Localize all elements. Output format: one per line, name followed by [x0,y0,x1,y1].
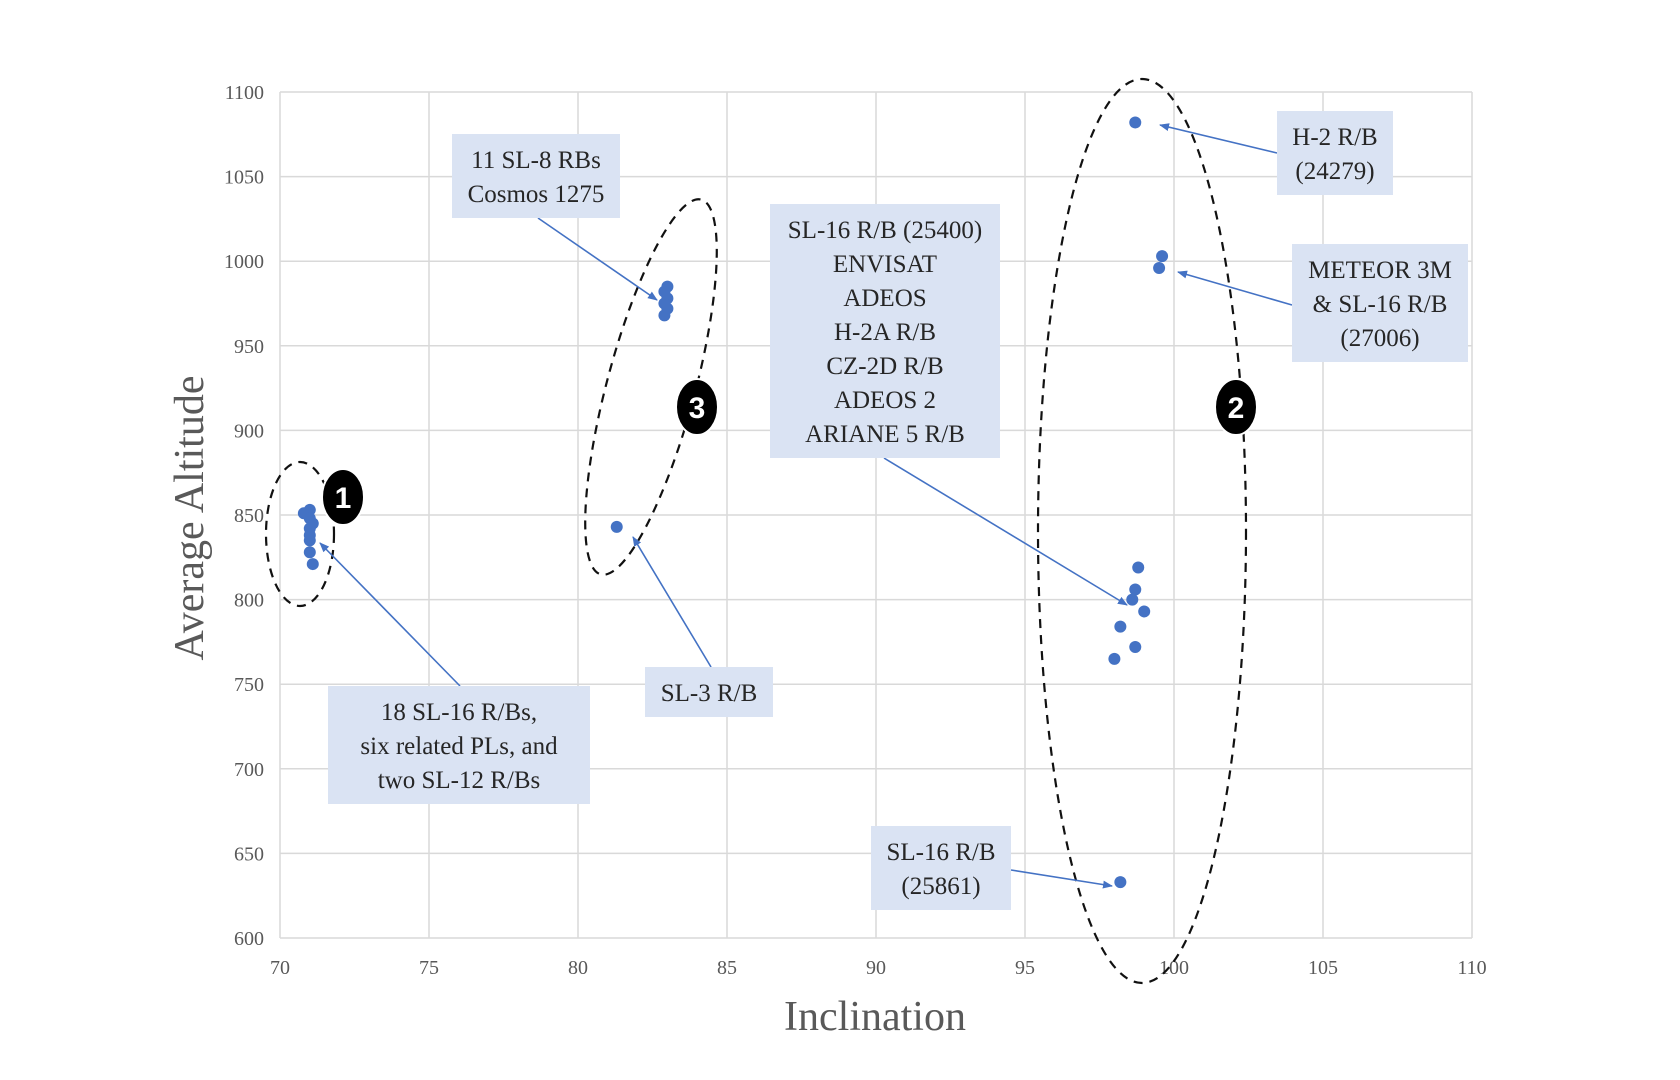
annotation-box: SL-16 R/B (25400) ENVISAT ADEOS H-2A R/B CZ-… [770,204,1000,458]
data-point [1114,620,1127,633]
group-badge: 2 [1214,378,1258,436]
data-point [1108,652,1121,665]
annotation-arrows [319,123,1293,889]
data-point [1114,876,1127,889]
group-badge: 1 [321,468,365,526]
annotation-box: SL-3 R/B [645,667,773,717]
annotation-text: SL-16 R/B (25400) [788,217,982,244]
group-badge-label: 2 [1228,392,1245,425]
annotation-box-background [328,686,590,804]
group-badge-circle [1214,378,1258,436]
data-point [1132,561,1145,574]
annotation-box-background [871,826,1011,910]
y-tick-label: 700 [234,759,264,781]
annotation-arrow [632,536,712,668]
annotation-arrow [319,542,461,687]
y-tick-label: 750 [234,674,264,696]
y-tick-label: 900 [234,420,264,442]
annotation-text: Cosmos 1275 [468,181,605,208]
x-tick-label: 100 [1159,957,1189,979]
annotation-box-background [1292,244,1468,362]
y-tick-labels: 600 650 700 750 800 850 900 950 1000 1050 1100 [224,82,264,950]
y-tick-label: 950 [234,336,264,358]
annotation-text: H-2 R/B [1292,124,1377,151]
data-point [658,309,671,322]
annotation-arrow [1177,270,1293,306]
group-badge-label: 1 [335,482,352,515]
data-point [1129,116,1142,129]
x-axis-title: Inclination [784,994,966,1040]
annotation-text: SL-16 R/B [886,839,995,866]
data-point [610,520,623,533]
annotation-box-background [645,667,773,717]
annotation-text: METEOR 3M [1308,257,1452,284]
group-badge-circle [675,378,719,436]
y-tick-label: 850 [234,505,264,527]
annotation-text: ENVISAT [833,251,937,278]
data-point [303,503,316,516]
y-tick-label: 1100 [225,82,264,104]
annotation-boxes: 11 SL-8 RBs Cosmos 1275 SL-16 R/B (25400) E… [328,111,1468,910]
annotation-text: (27006) [1340,325,1419,352]
annotation-text: CZ-2D R/B [826,353,943,380]
annotation-text: ADEOS [843,285,926,312]
x-tick-label: 90 [866,957,886,979]
group-badge-label: 3 [689,392,706,425]
annotation-arrow [1010,869,1113,889]
group-badge-circle [321,468,365,526]
data-point [303,546,316,559]
x-tick-label: 85 [717,957,737,979]
group-ellipse [1036,77,1248,985]
annotation-box-background [452,134,620,218]
x-tick-label: 105 [1308,957,1338,979]
y-tick-label: 800 [234,590,264,612]
annotation-text: ARIANE 5 R/B [805,421,965,448]
data-point [1156,250,1169,263]
group-badge: 3 [675,378,719,436]
annotation-text: (25861) [901,873,980,900]
annotation-text: & SL-16 R/B [1313,291,1448,318]
x-tick-label: 70 [270,957,290,979]
y-tick-label: 600 [234,928,264,950]
annotation-text: six related PLs, and [360,733,558,760]
annotation-box: 18 SL-16 R/Bs, six related PLs, and two SL… [328,686,590,804]
annotation-text: ADEOS 2 [834,387,936,414]
annotation-arrow [883,457,1128,606]
annotation-box: SL-16 R/B (25861) [871,826,1011,910]
annotation-box: METEOR 3M & SL-16 R/B (27006) [1292,244,1468,362]
annotation-text: 18 SL-16 R/Bs, [381,699,537,726]
data-point [1129,640,1142,653]
data-point [1126,593,1139,606]
x-tick-labels: 70 75 80 85 90 95 100 105 110 [270,957,1487,979]
annotation-text: two SL-12 R/Bs [378,767,541,794]
x-tick-label: 95 [1015,957,1035,979]
annotation-text: SL-3 R/B [661,680,758,707]
x-tick-label: 75 [419,957,439,979]
y-tick-label: 1050 [224,167,264,189]
x-tick-label: 110 [1457,957,1486,979]
data-point [1138,605,1151,618]
x-tick-label: 80 [568,957,588,979]
data-point [1129,583,1142,596]
data-point [1153,261,1166,274]
data-point [303,534,316,547]
y-tick-label: 1000 [224,251,264,273]
group-badges: 1 3 2 [321,378,1258,526]
annotation-text: 11 SL-8 RBs [471,147,601,174]
y-tick-label: 650 [234,843,264,865]
annotation-box-background [1277,111,1393,195]
annotation-arrow [537,217,658,301]
annotation-box: 11 SL-8 RBs Cosmos 1275 [452,134,620,218]
annotation-text: H-2A R/B [834,319,936,346]
y-axis-title: Average Altitude [167,376,213,661]
annotation-box: H-2 R/B (24279) [1277,111,1393,195]
annotation-text: (24279) [1295,158,1374,185]
data-point [306,558,319,571]
annotation-box-background [770,204,1000,458]
annotation-arrow [1159,123,1278,154]
group-ellipse [264,460,336,608]
data-points [297,116,1169,889]
